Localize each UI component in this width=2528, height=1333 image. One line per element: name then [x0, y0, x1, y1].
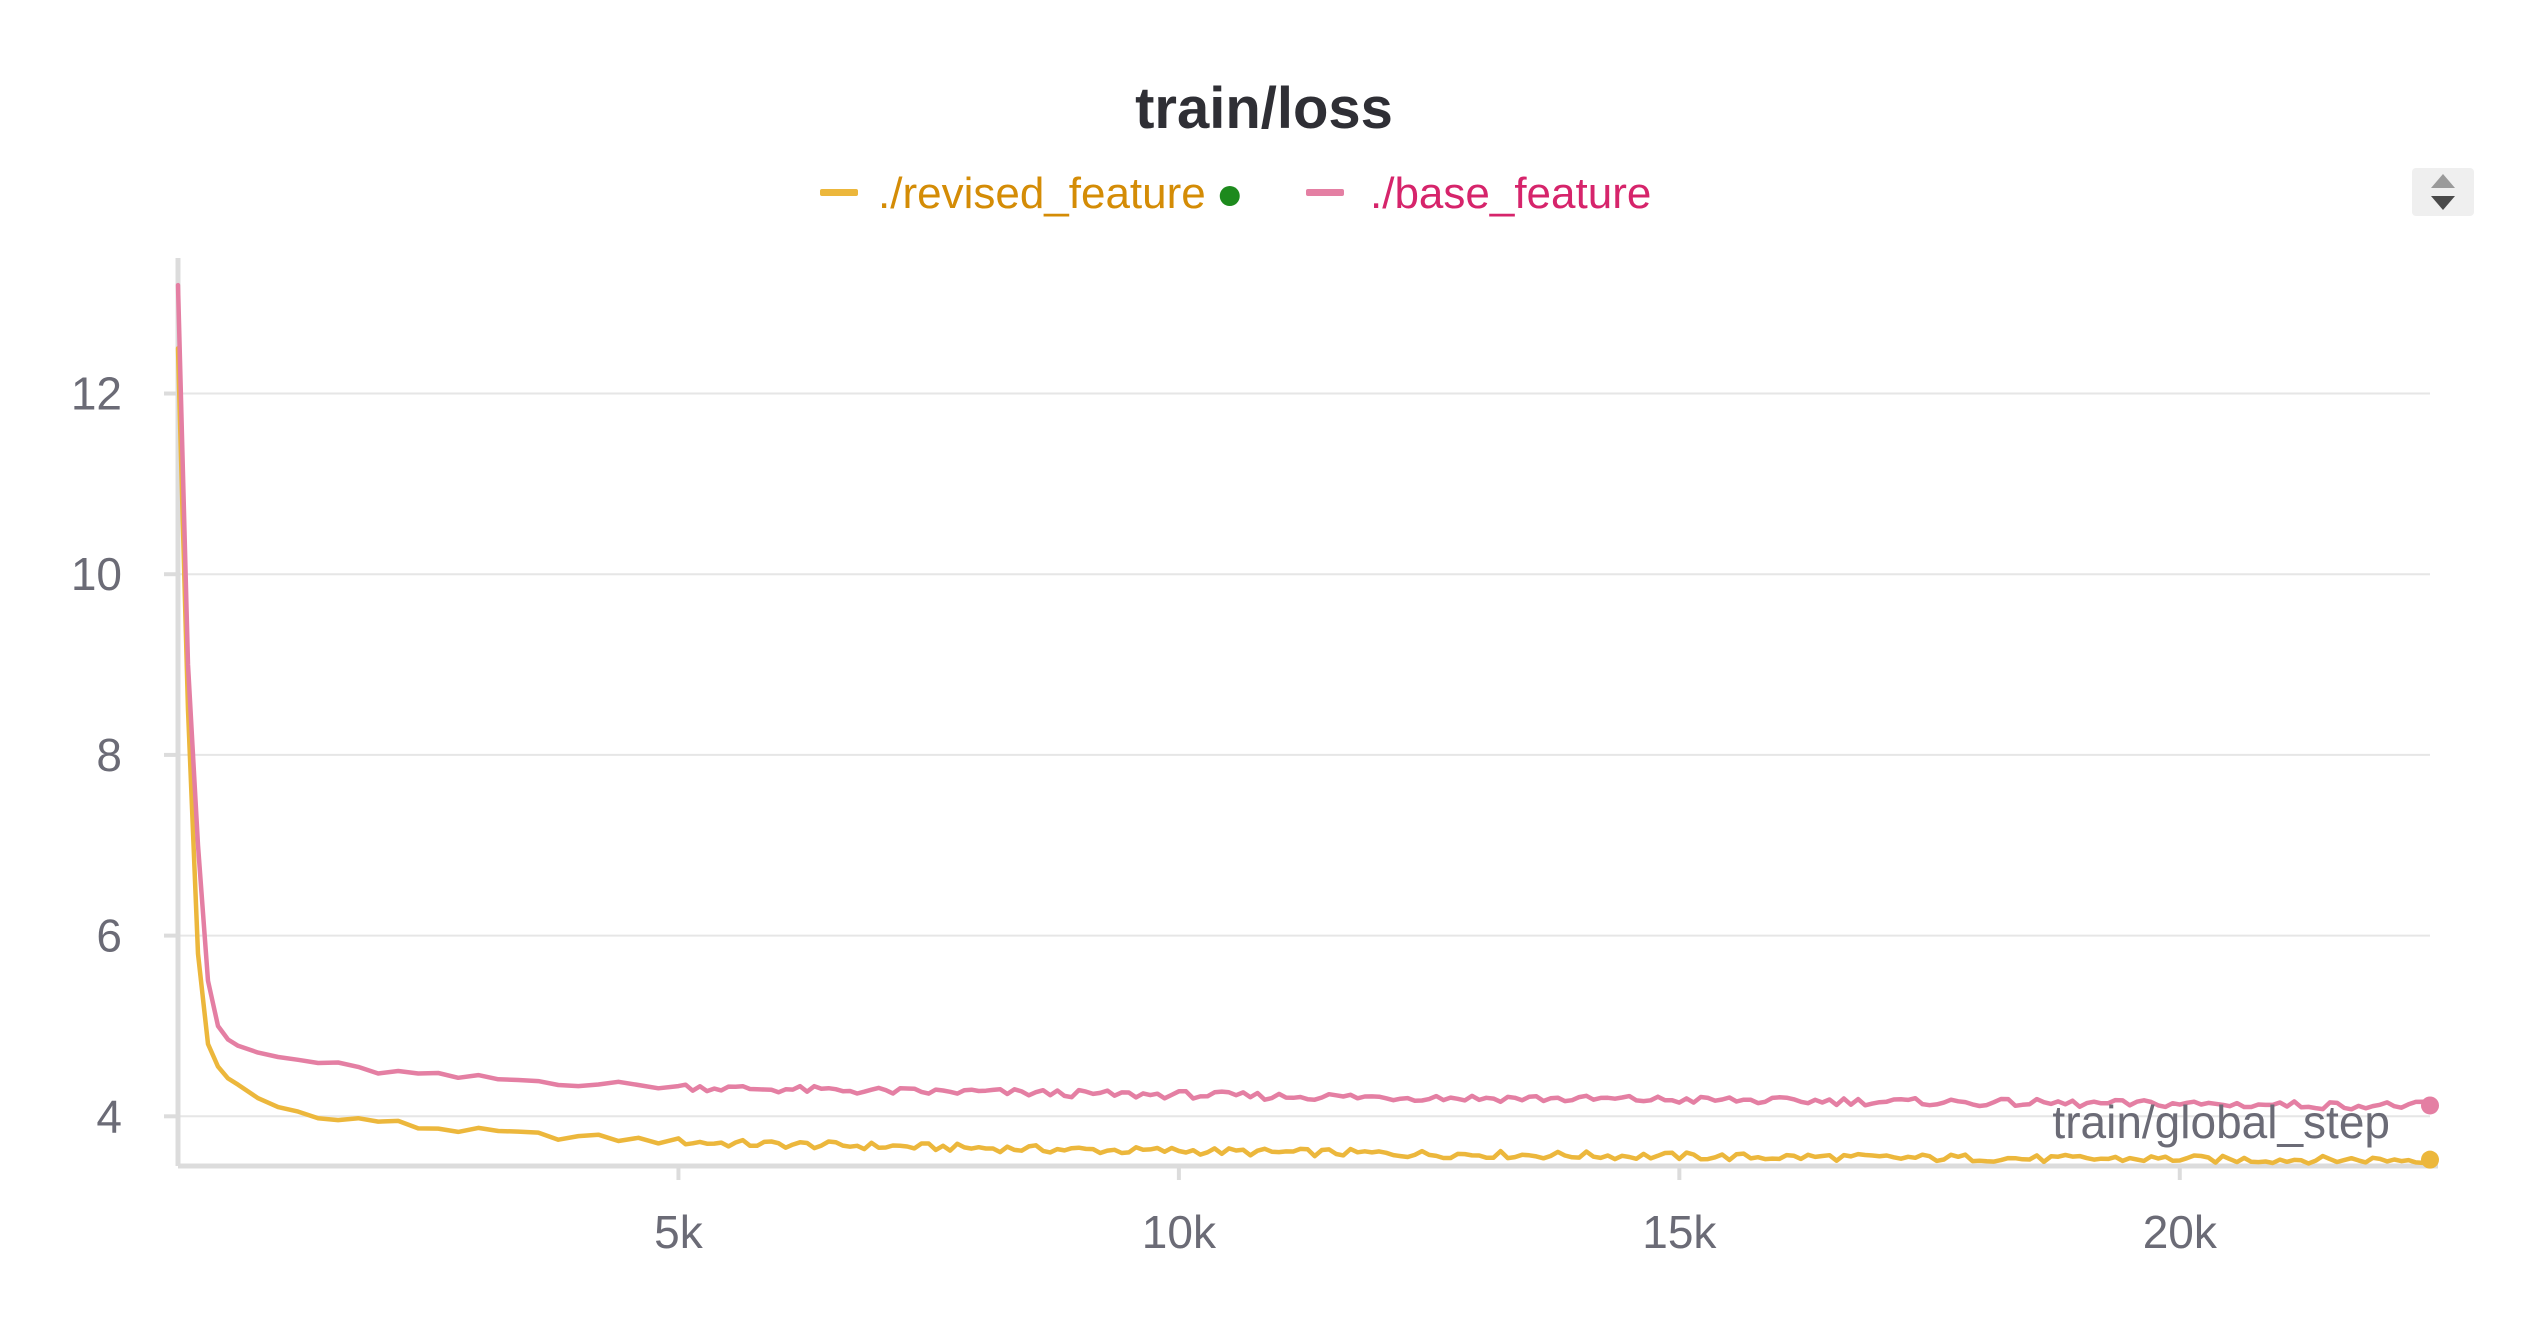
series-lines — [175, 282, 2439, 1169]
series-end-point[interactable] — [2421, 1096, 2439, 1115]
series-end-point[interactable] — [2421, 1150, 2439, 1169]
x-tick-label: 15k — [1642, 1206, 1717, 1258]
y-tick-label: 12 — [71, 368, 122, 420]
run-status-dot — [1219, 186, 1240, 206]
tick-labels: 4 6 8 10 12 5k 10k 15k 20k — [71, 368, 2218, 1258]
x-tick-label: 5k — [654, 1206, 704, 1258]
y-tick-label: 6 — [96, 910, 122, 962]
legend-label-base-feature: ./base_feature — [1370, 169, 1651, 218]
chart-title: train/loss — [1135, 76, 1393, 141]
legend-swatch-revised-feature — [820, 189, 858, 196]
legend: ./revised_feature ./base_feature — [820, 169, 1651, 218]
chevron-up-icon[interactable] — [2431, 174, 2455, 188]
legend-scroll-box — [2412, 168, 2474, 216]
x-tick-label: 20k — [2143, 1206, 2218, 1258]
series-line-base-feature[interactable] — [175, 282, 2433, 1112]
y-tick-label: 10 — [71, 548, 122, 600]
grid-lines — [178, 392, 2430, 1118]
series-line-revised-feature[interactable] — [175, 346, 2433, 1166]
x-tick-label: 10k — [1142, 1206, 1217, 1258]
y-tick-label: 8 — [96, 729, 122, 781]
legend-scroll-control[interactable] — [2412, 168, 2474, 216]
axes — [164, 258, 2438, 1180]
x-axis-title: train/global_step — [2052, 1096, 2390, 1148]
legend-label-revised-feature: ./revised_feature — [878, 169, 1206, 218]
legend-item-revised-feature[interactable]: ./revised_feature — [820, 169, 1240, 218]
legend-swatch-base-feature — [1306, 189, 1344, 196]
legend-item-base-feature[interactable]: ./base_feature — [1306, 169, 1651, 218]
chevron-down-icon[interactable] — [2431, 196, 2455, 210]
y-tick-label: 4 — [96, 1090, 122, 1142]
